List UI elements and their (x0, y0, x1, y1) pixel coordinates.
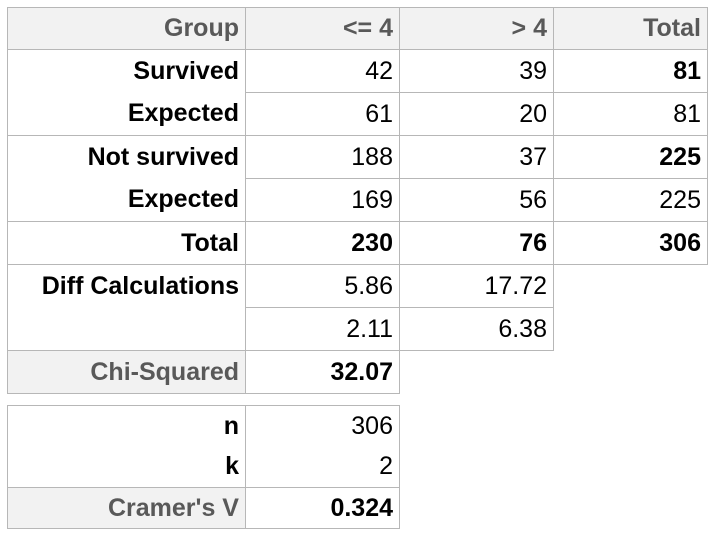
cell-survived-total: 81 (553, 49, 708, 93)
cell-expected-survived-total: 81 (553, 92, 708, 136)
cell-diff-2-gt4: 6.38 (399, 307, 554, 351)
table-row-diff-2: 2.11 6.38 (7, 307, 708, 351)
cell-total-gt4: 76 (399, 221, 554, 265)
cell-expected-not-survived-le4: 169 (245, 178, 400, 222)
cell-diff-2-le4: 2.11 (245, 307, 400, 351)
cell-empty (554, 308, 708, 351)
cell-expected-not-survived-gt4: 56 (399, 178, 554, 222)
row-label-k: k (7, 446, 246, 488)
cell-total-le4: 230 (245, 221, 400, 265)
table-row-diff-1: Diff Calculations 5.86 17.72 (7, 264, 708, 308)
cell-n-value: 306 (245, 405, 400, 447)
row-label-n: n (7, 405, 246, 447)
row-label-diff-calculations: Diff Calculations (7, 264, 246, 308)
cramers-v-table: n 306 k 2 Cramer's V 0.324 (7, 405, 400, 529)
cell-diff-label-continuation (7, 307, 246, 351)
row-label-not-survived: Not survived (7, 135, 246, 179)
row-label-chi-squared: Chi-Squared (7, 350, 246, 394)
cell-chi-squared-value: 32.07 (245, 350, 400, 394)
header-row: Group <= 4 > 4 Total (7, 7, 708, 50)
row-label-cramers-v: Cramer's V (7, 487, 246, 529)
cell-diff-1-gt4: 17.72 (399, 264, 554, 308)
cell-expected-survived-gt4: 20 (399, 92, 554, 136)
table-row-survived: Survived 42 39 81 (7, 49, 708, 93)
cell-empty (554, 351, 708, 394)
table-row-expected-survived: Expected 61 20 81 (7, 92, 708, 136)
cell-empty (554, 265, 708, 308)
cell-diff-1-le4: 5.86 (245, 264, 400, 308)
cell-expected-survived-le4: 61 (245, 92, 400, 136)
cell-cramers-v-value: 0.324 (245, 487, 400, 529)
cell-not-survived-gt4: 37 (399, 135, 554, 179)
table-row-k: k 2 (7, 446, 400, 488)
cell-total-total: 306 (553, 221, 708, 265)
row-label-expected-not-survived: Expected (7, 178, 246, 222)
cell-expected-not-survived-total: 225 (553, 178, 708, 222)
row-label-total: Total (7, 221, 246, 265)
header-total: Total (553, 7, 708, 50)
header-le4: <= 4 (245, 7, 400, 50)
table-row-not-survived: Not survived 188 37 225 (7, 135, 708, 179)
table-row-total: Total 230 76 306 (7, 221, 708, 265)
cell-k-value: 2 (245, 446, 400, 488)
cell-not-survived-le4: 188 (245, 135, 400, 179)
cell-survived-le4: 42 (245, 49, 400, 93)
header-gt4: > 4 (399, 7, 554, 50)
header-group: Group (7, 7, 246, 50)
table-row-n: n 306 (7, 405, 400, 447)
cell-survived-gt4: 39 (399, 49, 554, 93)
cell-empty (400, 351, 554, 394)
table-row-expected-not-survived: Expected 169 56 225 (7, 178, 708, 222)
row-label-expected-survived: Expected (7, 92, 246, 136)
table-row-chi-squared: Chi-Squared 32.07 (7, 350, 708, 394)
contingency-table: Group <= 4 > 4 Total Survived 42 39 81 E… (7, 7, 708, 394)
cell-not-survived-total: 225 (553, 135, 708, 179)
table-row-cramers-v: Cramer's V 0.324 (7, 487, 400, 529)
row-label-survived: Survived (7, 49, 246, 93)
